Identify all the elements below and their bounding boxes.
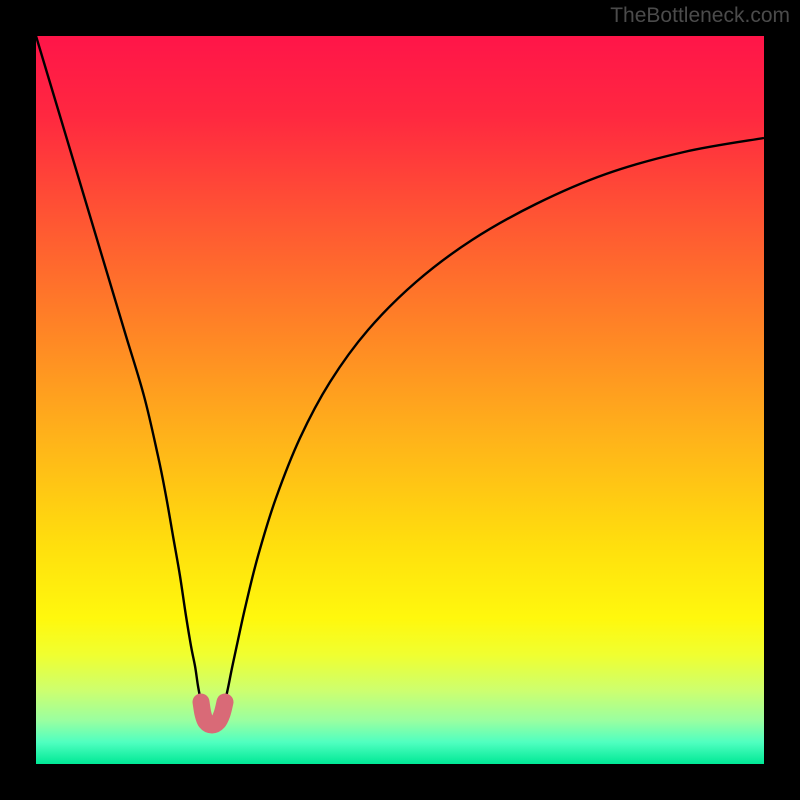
chart-container: TheBottleneck.com: [0, 0, 800, 800]
left-curve: [36, 36, 201, 702]
minimum-marker: [201, 702, 225, 725]
curve-layer: [0, 0, 800, 800]
right-curve: [225, 138, 764, 702]
watermark-text: TheBottleneck.com: [610, 4, 790, 28]
